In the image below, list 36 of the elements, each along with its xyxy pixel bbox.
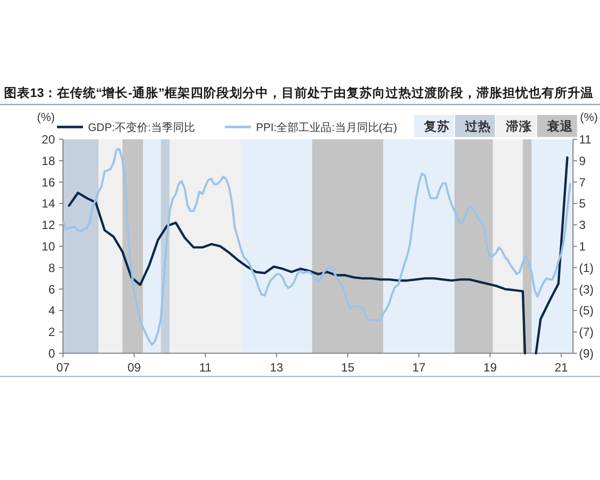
xtick-label: 15 — [341, 360, 354, 374]
y2tick-label: (1) — [579, 260, 594, 275]
y2tick-label: 3 — [579, 218, 586, 232]
y2tick-label: 5 — [579, 196, 586, 211]
xtick-label: 09 — [128, 360, 141, 374]
y2tick-label: (7) — [579, 325, 594, 340]
ytick-label: 10 — [42, 240, 55, 254]
y2tick-label: 1 — [579, 240, 586, 254]
title: 图表13：在传统“增长-通胀”框架四阶段划分中，目前处于由复苏向过热过渡阶段，滞胀担忧也有所升温 — [4, 86, 594, 100]
xtick-label: 21 — [554, 360, 568, 374]
xtick-label: 13 — [270, 360, 284, 374]
ytick-label: 8 — [48, 260, 55, 275]
ytick-label: 18 — [42, 154, 55, 168]
y2tick-label: (9) — [579, 346, 594, 360]
legend-label: 衰退 — [547, 120, 573, 134]
ytick-label: 2 — [48, 325, 55, 340]
ylabel: (%) — [37, 112, 55, 124]
ytick-label: 4 — [48, 304, 55, 318]
ytick-label: 0 — [48, 346, 55, 360]
ytick-label: 12 — [42, 218, 55, 232]
ytick-label: 20 — [42, 132, 55, 146]
legend-label: PPI:全部工业品:当月同比(右) — [256, 122, 398, 134]
y2tick-label: 7 — [579, 175, 586, 190]
ytick-label: 6 — [48, 282, 55, 296]
xtick-label: 19 — [483, 360, 497, 374]
y2tick-label: 9 — [579, 154, 586, 168]
y2tick-label: (3) — [579, 282, 594, 296]
xtick-label: 07 — [56, 360, 70, 374]
ytick-label: 16 — [42, 175, 55, 190]
y2tick-label: (5) — [579, 304, 594, 318]
xtick-label: 11 — [199, 360, 212, 374]
ytick-label: 14 — [42, 196, 55, 211]
legend-label: GDP:不变价:当季同比 — [88, 122, 195, 134]
y2label: (%) — [580, 112, 598, 124]
xtick-label: 17 — [412, 360, 426, 374]
y2tick-label: 11 — [579, 132, 592, 146]
